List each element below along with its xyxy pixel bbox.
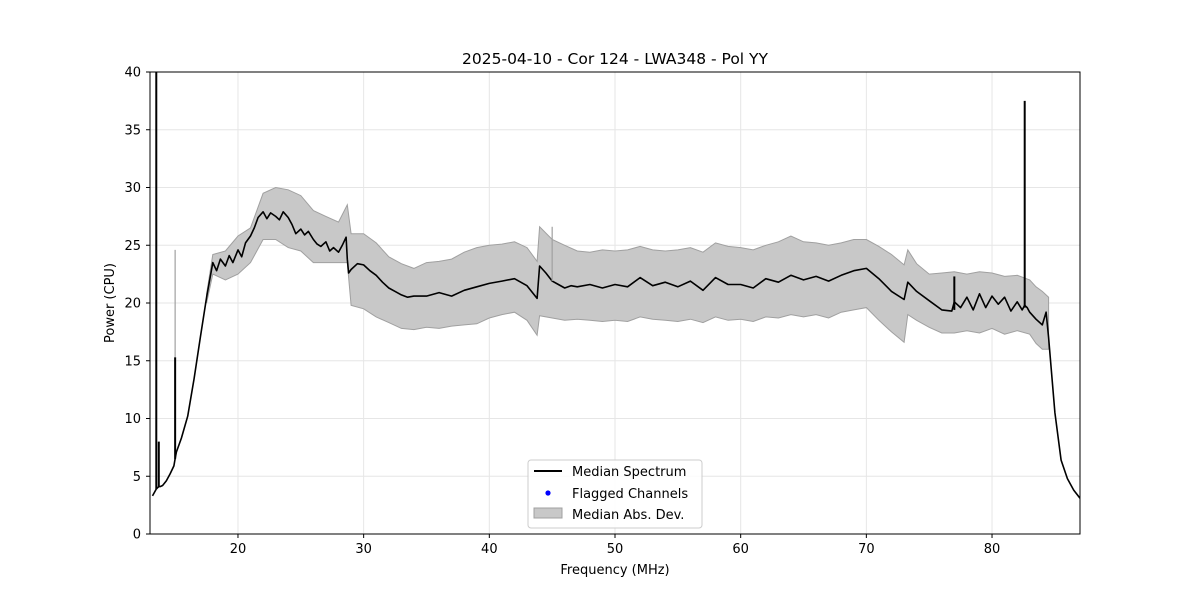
y-tick-label-25: 25 xyxy=(124,239,141,254)
x-tick-label-50: 50 xyxy=(607,542,624,557)
y-tick-label-20: 20 xyxy=(124,297,141,312)
x-tick-label-70: 70 xyxy=(858,542,875,557)
y-tick-label-35: 35 xyxy=(124,123,141,138)
y-axis-label: Power (CPU) xyxy=(103,263,118,343)
legend: Median Spectrum Flagged Channels Median … xyxy=(527,459,703,529)
legend-mad-band-swatch xyxy=(533,507,563,519)
legend-label-median-spectrum: Median Spectrum xyxy=(572,465,686,480)
legend-flagged-marker-swatch xyxy=(545,490,551,496)
y-tick-label-0: 0 xyxy=(133,528,141,543)
median-spectrum-line xyxy=(151,211,1080,499)
legend-label-median-abs-dev: Median Abs. Dev. xyxy=(572,508,684,523)
y-tick-label-5: 5 xyxy=(133,470,141,485)
y-tick-label-10: 10 xyxy=(124,412,141,427)
y-tick-label-30: 30 xyxy=(124,181,141,196)
mad-band xyxy=(206,186,1050,350)
axis-ticks: 20 30 40 50 60 70 80 0 5 10 15 20 25 30 35 40 xyxy=(124,66,1000,558)
legend-label-flagged-channels: Flagged Channels xyxy=(572,487,688,502)
y-tick-label-15: 15 xyxy=(124,354,141,369)
x-tick-label-20: 20 xyxy=(230,542,247,557)
x-axis-label: Frequency (MHz) xyxy=(560,563,669,578)
chart-title: 2025-04-10 - Cor 124 - LWA348 - Pol YY xyxy=(462,50,768,68)
y-tick-label-40: 40 xyxy=(124,66,141,81)
x-tick-label-40: 40 xyxy=(481,542,498,557)
mad-band-layer xyxy=(206,186,1050,350)
x-tick-label-80: 80 xyxy=(984,542,1001,557)
median-line-layer xyxy=(151,72,1080,499)
x-tick-label-60: 60 xyxy=(732,542,749,557)
legend-box xyxy=(527,459,703,529)
x-tick-label-30: 30 xyxy=(355,542,372,557)
